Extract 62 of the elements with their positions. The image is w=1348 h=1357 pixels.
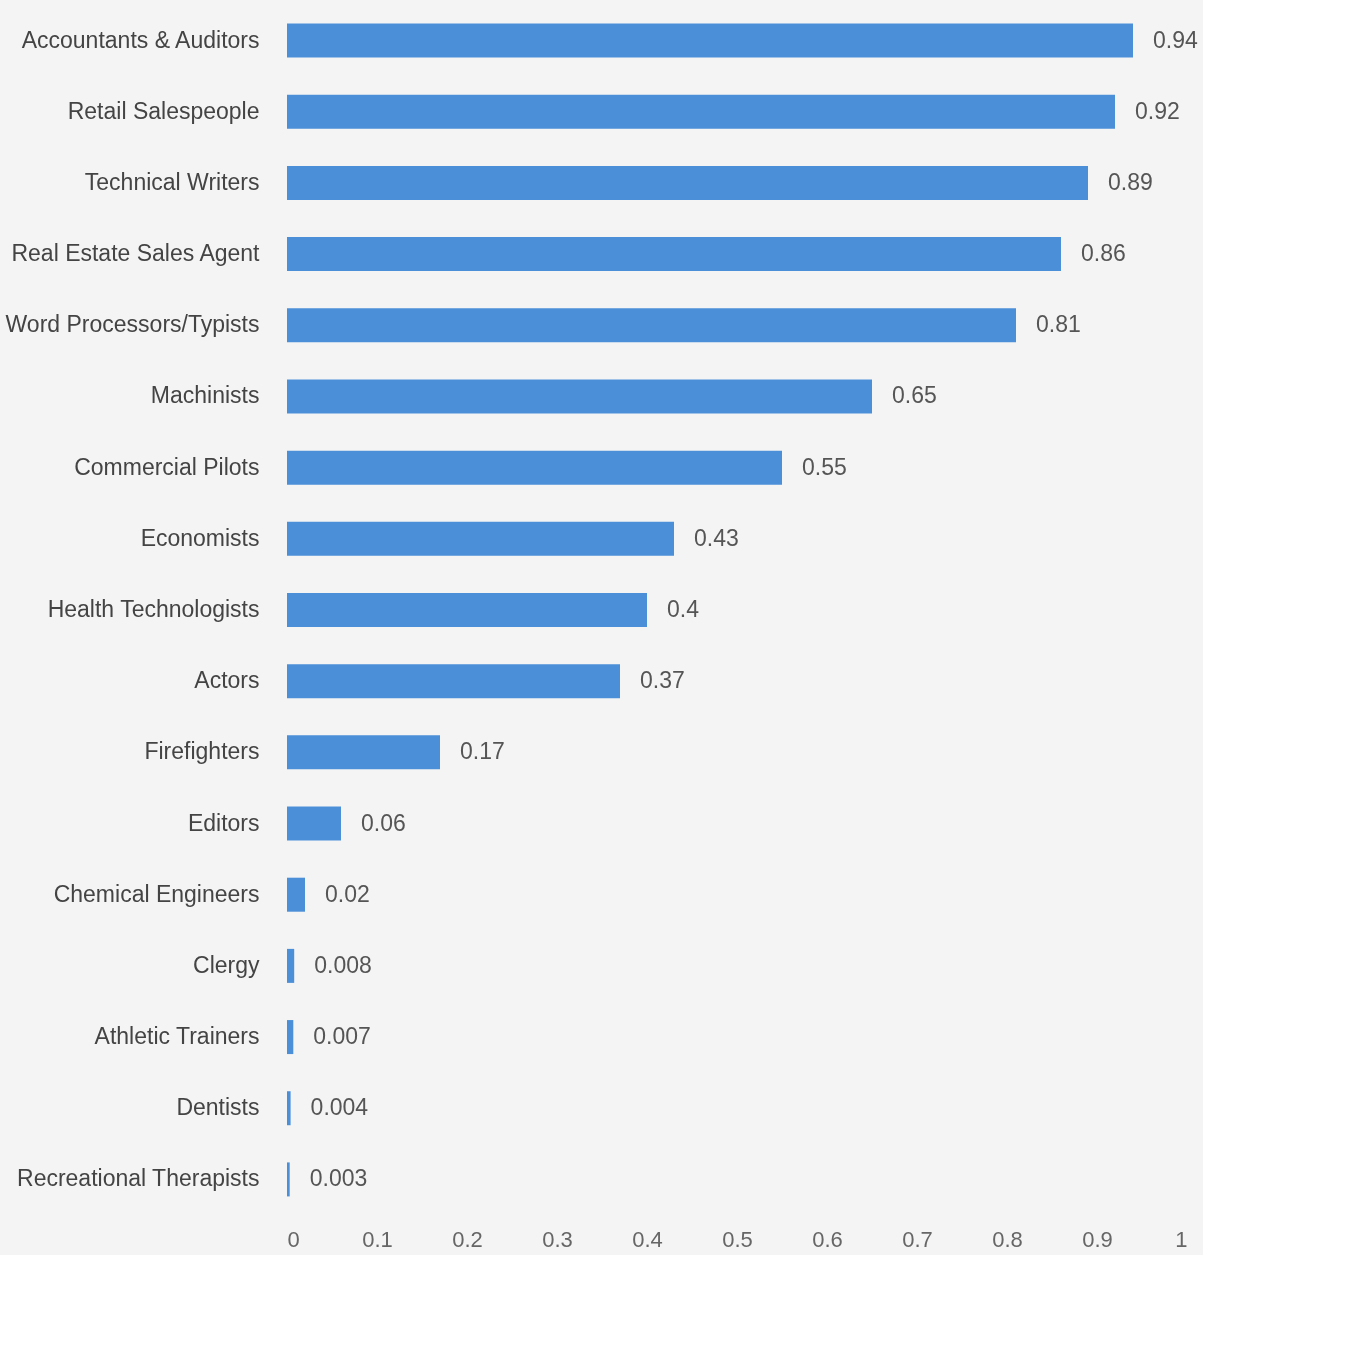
data-label: 0.92	[1135, 97, 1180, 124]
y-tick-label: Retail Salespeople	[67, 97, 260, 124]
y-tick-label: Accountants & Auditors	[21, 26, 260, 53]
data-label: 0.43	[694, 524, 739, 551]
y-tick-label: Athletic Trainers	[94, 1023, 260, 1050]
x-tick-label: 1	[1175, 1226, 1188, 1252]
bar	[287, 308, 1016, 343]
y-tick-label: Word Processors/Typists	[5, 311, 260, 338]
x-tick-label: 0.7	[902, 1226, 933, 1252]
y-tick-label: Editors	[187, 809, 260, 836]
bar	[287, 94, 1115, 129]
data-label: 0.55	[802, 453, 847, 480]
x-tick-label: 0.4	[632, 1226, 663, 1252]
x-tick-label: 0.9	[1082, 1226, 1113, 1252]
bar	[287, 237, 1061, 272]
y-tick-label: Machinists	[150, 382, 260, 409]
bar	[287, 1162, 290, 1197]
data-label: 0.06	[361, 809, 406, 836]
bar	[287, 165, 1088, 200]
data-label: 0.17	[460, 738, 505, 765]
data-label: 0.94	[1153, 26, 1198, 53]
x-tick-label: 0.5	[722, 1226, 753, 1252]
data-label: 0.37	[640, 667, 685, 694]
bar	[287, 593, 647, 627]
bar	[287, 806, 341, 841]
data-label: 0.89	[1108, 168, 1153, 195]
y-tick-label: Technical Writers	[84, 168, 260, 195]
data-label: 0.65	[892, 382, 937, 409]
data-label: 0.003	[309, 1165, 368, 1192]
bar	[287, 450, 782, 485]
bar	[287, 1020, 294, 1055]
data-label: 0.008	[314, 951, 372, 978]
y-tick-label: Firefighters	[144, 738, 260, 765]
bar	[287, 948, 295, 983]
y-tick-label: Health Technologists	[47, 596, 260, 622]
data-label: 0.004	[310, 1094, 369, 1121]
y-tick-label: Economists	[140, 524, 260, 551]
x-tick-label: 0	[287, 1226, 300, 1252]
x-tick-label: 0.2	[452, 1226, 483, 1252]
data-label: 0.4	[667, 596, 700, 622]
y-tick-label: Recreational Therapists	[17, 1165, 260, 1192]
data-label: 0.007	[313, 1023, 371, 1050]
bar	[287, 735, 440, 770]
data-label: 0.02	[325, 880, 370, 907]
bar	[287, 664, 620, 699]
bar	[287, 23, 1133, 58]
y-tick-label: Real Estate Sales Agent	[11, 240, 261, 267]
y-tick-label: Actors	[194, 667, 260, 694]
data-label: 0.86	[1081, 240, 1126, 267]
y-tick-label: Dentists	[176, 1094, 260, 1121]
y-tick-label: Clergy	[193, 951, 260, 978]
x-tick-label: 0.8	[992, 1226, 1023, 1252]
y-tick-label: Commercial Pilots	[74, 453, 260, 480]
y-tick-label: Chemical Engineers	[53, 880, 260, 907]
x-tick-label: 0.1	[362, 1226, 393, 1252]
x-tick-label: 0.3	[542, 1226, 573, 1252]
data-label: 0.81	[1036, 311, 1081, 338]
bar	[287, 521, 674, 556]
x-tick-label: 0.6	[812, 1226, 843, 1252]
bar	[287, 877, 305, 912]
bar	[287, 379, 872, 414]
bar	[287, 1091, 291, 1126]
